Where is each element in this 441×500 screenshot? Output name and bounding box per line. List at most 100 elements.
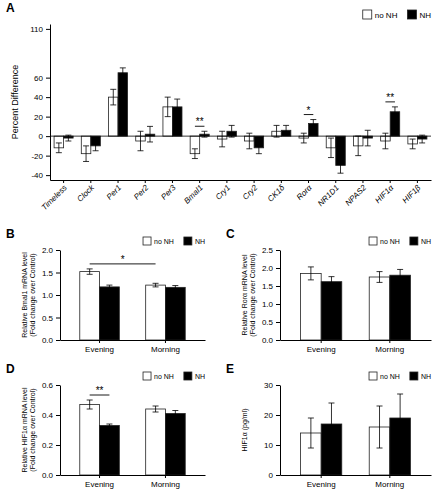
- axis-title-line: (Fold change over Control): [29, 253, 37, 336]
- error-bar: [172, 286, 178, 290]
- tick-label: 20: [34, 113, 43, 122]
- tick-label: Per1: [105, 183, 123, 201]
- tick-mark: [276, 475, 280, 476]
- legend-item: NH: [184, 372, 205, 380]
- tick-label: 0.6: [42, 381, 54, 390]
- legend-item: no NH: [143, 237, 174, 245]
- tick-label: 0.5: [42, 314, 54, 323]
- tick-mark: [165, 340, 166, 343]
- legend-item: NH: [410, 237, 431, 245]
- tick-label: Evening: [307, 480, 336, 489]
- tick: 0: [39, 132, 50, 141]
- plot-area: [50, 68, 431, 173]
- tick: Rorα: [295, 180, 314, 202]
- tick: Morning: [375, 340, 404, 354]
- tick-label: HIF1β: [401, 183, 423, 205]
- error-bar: [301, 133, 307, 143]
- tick-label: Cry2: [241, 183, 260, 202]
- tick-label: Timeless: [40, 183, 69, 212]
- tick: 1.5: [42, 269, 60, 278]
- tick-mark: [276, 304, 280, 305]
- tick: Per3: [159, 180, 178, 202]
- tick: 20: [264, 411, 280, 420]
- tick-label: 1.0: [262, 300, 274, 309]
- tick: HIF1β: [401, 180, 423, 205]
- error-bar: [310, 120, 316, 128]
- tick: Clock: [75, 180, 96, 204]
- tick-label: NPAS2: [344, 183, 369, 208]
- tick-label: Per2: [132, 183, 151, 202]
- error-bar: [219, 131, 225, 147]
- axis-line: [51, 180, 432, 181]
- error-bar: [355, 136, 361, 156]
- tick: 2.0: [262, 264, 280, 273]
- legend-swatch: [369, 372, 377, 380]
- tick-mark: [56, 445, 60, 446]
- tick-label: 0: [269, 471, 274, 480]
- legend-label: no NH: [154, 238, 174, 245]
- panel-title: B: [6, 227, 15, 241]
- tick-mark: [56, 385, 60, 386]
- error-bar: [147, 126, 153, 142]
- error-bar: [308, 267, 314, 280]
- legend-swatch: [407, 10, 416, 19]
- tick-label: 2.5: [262, 246, 274, 255]
- tick-label: 20: [264, 411, 273, 420]
- tick: 0.0: [42, 336, 60, 345]
- axis-line: [61, 340, 206, 341]
- error-bar: [153, 283, 159, 287]
- tick-label: 110: [30, 25, 43, 34]
- tick-label: Morning: [375, 345, 404, 354]
- tick-mark: [46, 97, 50, 98]
- axis-title-line: (Fold change over Control): [249, 253, 257, 336]
- tick-label: Rorα: [295, 183, 314, 202]
- legend-item: no NH: [369, 372, 400, 380]
- tick-mark: [172, 180, 173, 183]
- y-axis: -40-200204060110: [30, 25, 50, 181]
- tick-mark: [56, 475, 60, 476]
- tick: Evening: [307, 340, 336, 354]
- tick-mark: [276, 322, 280, 323]
- tick-mark: [321, 340, 322, 343]
- tick-mark: [362, 180, 363, 183]
- legend: no NHNH: [363, 10, 431, 20]
- tick-mark: [63, 180, 64, 183]
- tick-mark: [56, 273, 60, 274]
- y-axis: 0102030: [264, 381, 280, 480]
- legend-swatch: [143, 237, 151, 245]
- tick-label: CK1δ: [266, 183, 287, 204]
- y-axis: 0.00.20.40.6: [42, 381, 61, 480]
- error-bar: [328, 277, 334, 287]
- x-axis: TimelessClockPer1Per2Per3Bmal1Cry1Cry2CK…: [40, 180, 432, 212]
- tick: -20: [31, 152, 50, 161]
- tick: 0.5: [42, 314, 60, 323]
- tick: Evening: [85, 340, 114, 354]
- y-axis: 0.00.51.01.52.02.5: [262, 246, 281, 345]
- legend-item: NH: [407, 10, 431, 20]
- legend-item: no NH: [143, 372, 174, 380]
- error-bar: [308, 418, 314, 448]
- tick: Per1: [105, 180, 123, 202]
- bar: [165, 287, 185, 340]
- tick-mark: [99, 475, 100, 478]
- error-bar: [256, 142, 262, 154]
- tick-label: 60: [34, 74, 43, 83]
- tick-mark: [389, 340, 390, 343]
- tick: 10: [264, 441, 280, 450]
- tick-label: 0.4: [42, 411, 54, 420]
- tick-label: 0.0: [262, 336, 274, 345]
- tick-mark: [56, 318, 60, 319]
- plot-area: [301, 267, 411, 340]
- annotation: **: [96, 385, 104, 396]
- tick-label: Morning: [151, 480, 180, 489]
- tick-mark: [389, 475, 390, 478]
- axis-title-line: (Fold change over Control): [29, 388, 37, 471]
- tick-mark: [276, 445, 280, 446]
- legend-label: NH: [421, 373, 431, 380]
- tick-mark: [118, 180, 119, 183]
- legend-item: no NH: [369, 237, 400, 245]
- bar: [165, 414, 185, 476]
- tick: 2.0: [42, 246, 60, 255]
- tick: NPAS2: [344, 180, 369, 208]
- tick-label: Bmal1: [182, 183, 204, 205]
